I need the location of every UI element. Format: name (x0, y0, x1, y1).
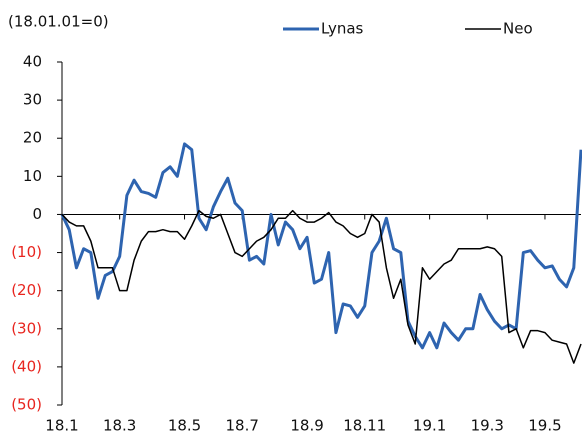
y-tick-label: (30) (11, 319, 42, 337)
x-tick-label: 18.11 (343, 417, 386, 435)
y-tick-label: 30 (23, 91, 42, 109)
x-tick-label: 19.5 (528, 417, 561, 435)
y-tick-label: 10 (23, 167, 42, 185)
y-tick-label: (40) (11, 357, 42, 375)
y-tick-label: 20 (23, 129, 42, 147)
y-tick-label: 0 (32, 205, 42, 223)
y-tick-label: (50) (11, 396, 42, 414)
legend-label: Neo (503, 20, 533, 38)
legend-label: Lynas (321, 20, 364, 38)
y-tick-label: 40 (23, 53, 42, 71)
x-tick-label: 18.1 (45, 417, 78, 435)
line-series (60, 142, 582, 350)
x-tick-label: 19.1 (413, 417, 446, 435)
line-series (61, 209, 582, 364)
x-tick-label: 18.9 (290, 417, 323, 435)
x-tick-label: 18.5 (168, 417, 201, 435)
x-tick-label: 18.3 (103, 417, 136, 435)
x-tick-label: 18.7 (226, 417, 259, 435)
x-tick-label: 19.3 (471, 417, 504, 435)
chart-subtitle: (18.01.01=0) (8, 13, 109, 31)
y-tick-label: (20) (11, 281, 42, 299)
y-tick-label: (10) (11, 243, 42, 261)
